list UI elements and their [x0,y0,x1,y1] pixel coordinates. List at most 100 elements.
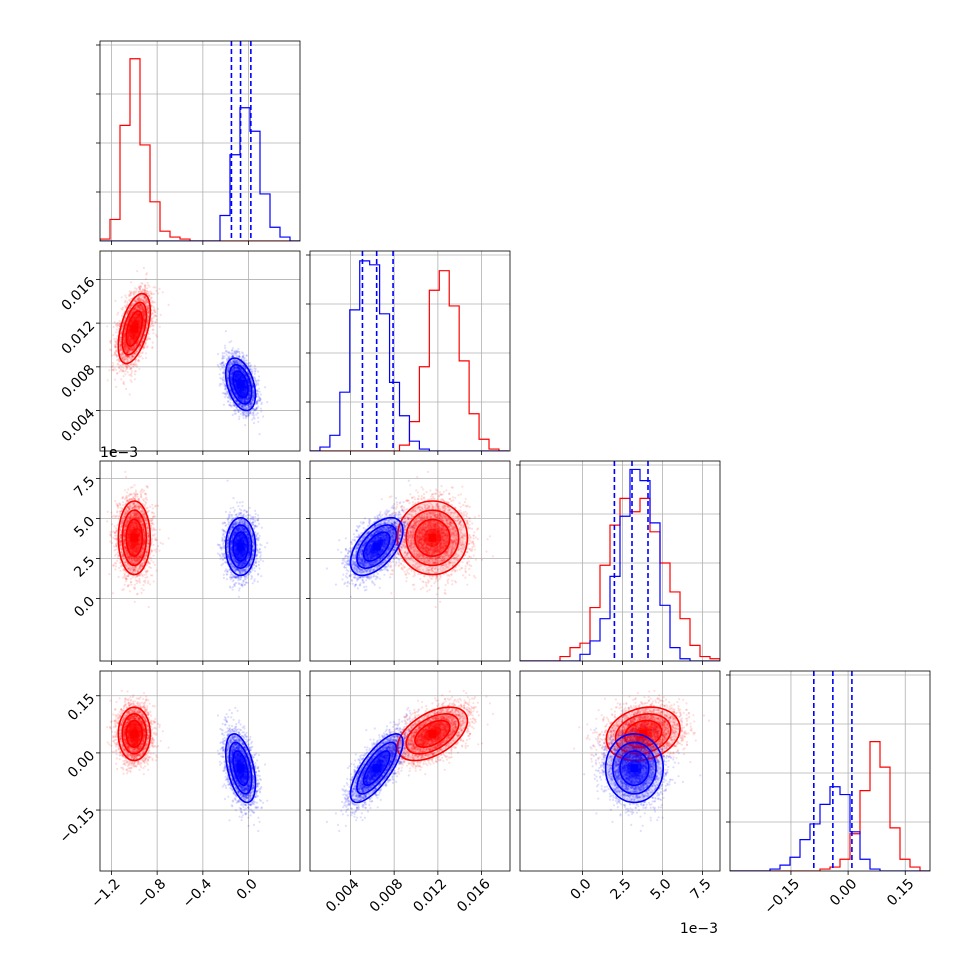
contour-line-blue [604,733,665,804]
contour-line-red [396,706,469,762]
panel-border [519,460,721,662]
histogram-panel-2 [306,250,511,455]
y-tick-label: 0.016 [59,274,99,314]
contour-line-red [396,500,469,576]
contour-line-red [414,518,451,557]
histogram-panel-4 [726,670,931,875]
density-peak-blue [372,542,381,551]
contour-line-blue [224,733,257,804]
panel-border [99,250,301,452]
panel-border [309,460,511,662]
panel-border [99,460,301,662]
y-tick-label: −0.15 [57,805,99,847]
contour-line-red [121,301,148,356]
contour-line-red [125,310,144,347]
contour-line-blue [232,370,249,399]
x-tick-label: 0.012 [410,876,450,916]
contour-line-red [405,509,460,567]
x-offset-label: 1e−3 [680,921,718,937]
histogram-panel-3 [516,460,721,665]
histogram-step-red [730,741,930,871]
scatter-series-group [572,689,711,833]
contour-line-blue [232,531,249,562]
histogram-series-group [730,671,930,871]
panel-border [309,250,511,452]
x-tick-label: 2.5 [608,876,635,903]
contour-line-blue [224,357,257,412]
panel-border [99,670,301,872]
panel-background [310,461,510,661]
histogram-step-blue [100,107,300,241]
contour-line-red [117,292,152,365]
contour-line-red [125,719,144,748]
x-tick-label: 5.0 [648,876,675,903]
y-tick-label: 2.5 [71,554,98,581]
contour-line-blue [349,516,404,577]
y-offset-label: 1e−3 [100,445,138,461]
histogram-step-blue [520,468,720,661]
x-tick-label: 0.008 [367,876,407,916]
scatter-series-group [106,689,269,833]
histogram-series-group [520,461,720,661]
x-tick-label: 7.5 [688,876,715,903]
panel-background [100,251,300,451]
y-tick-label: 0.0 [71,594,98,621]
histogram-step-red [310,270,509,451]
histogram-step-blue [730,786,930,871]
x-tick-label: 0.0 [234,876,261,903]
contour-line-blue [356,524,398,569]
contour-line-blue [362,750,391,787]
scatter-panel-2-1 [96,250,301,455]
histogram-series-group [310,251,509,451]
density-peak-blue [630,764,639,773]
density-peak-blue [372,764,381,773]
scatter-series-group [325,470,495,609]
contour-line-blue [619,750,650,787]
panel-background [100,41,300,241]
contour-line-red [117,706,152,762]
density-peak-blue [236,542,245,551]
contour-line-red [125,518,144,557]
contour-line-blue [228,524,253,569]
contour-line-blue [611,741,657,795]
panel-background [100,461,300,661]
histogram-step-red [100,58,300,241]
panel-background [730,671,930,871]
y-tick-label: 0.012 [59,318,99,358]
contour-line-red [117,500,152,576]
contour-line-blue [224,516,257,577]
scatter-panel-4-3 [516,670,721,875]
panel-border [99,40,301,242]
histogram-series-group [100,41,300,241]
density-peak-blue [236,380,245,389]
density-peak-red [130,533,139,542]
density-peak-red [428,533,437,542]
x-tick-label: 0.016 [454,876,494,916]
contour-line-red [405,713,460,755]
x-tick-label: −1.2 [88,876,123,911]
x-tick-label: −0.15 [762,876,804,918]
contour-line-blue [228,363,253,405]
y-tick-label: 5.0 [71,514,98,541]
density-peak-red [639,729,648,738]
contour-line-blue [362,531,391,562]
density-peak-red [130,729,139,738]
density-peak-blue [236,764,245,773]
y-tick-label: 0.008 [59,362,99,402]
panel-background [310,671,510,871]
contour-line-blue [356,741,398,795]
x-tick-label: 0.0 [568,876,595,903]
contour-line-red [121,509,148,567]
y-tick-label: 7.5 [71,474,98,501]
density-peak-red [428,729,437,738]
scatter-panel-4-1 [96,670,301,875]
x-tick-label: 0.004 [323,876,363,916]
contour-line-blue [349,733,404,804]
contour-line-red [605,706,681,762]
panel-border [519,670,721,872]
x-tick-label: 0.15 [884,876,917,909]
density-peak-red [130,324,139,333]
panel-border [309,670,511,872]
x-tick-label: 0.00 [827,876,860,909]
